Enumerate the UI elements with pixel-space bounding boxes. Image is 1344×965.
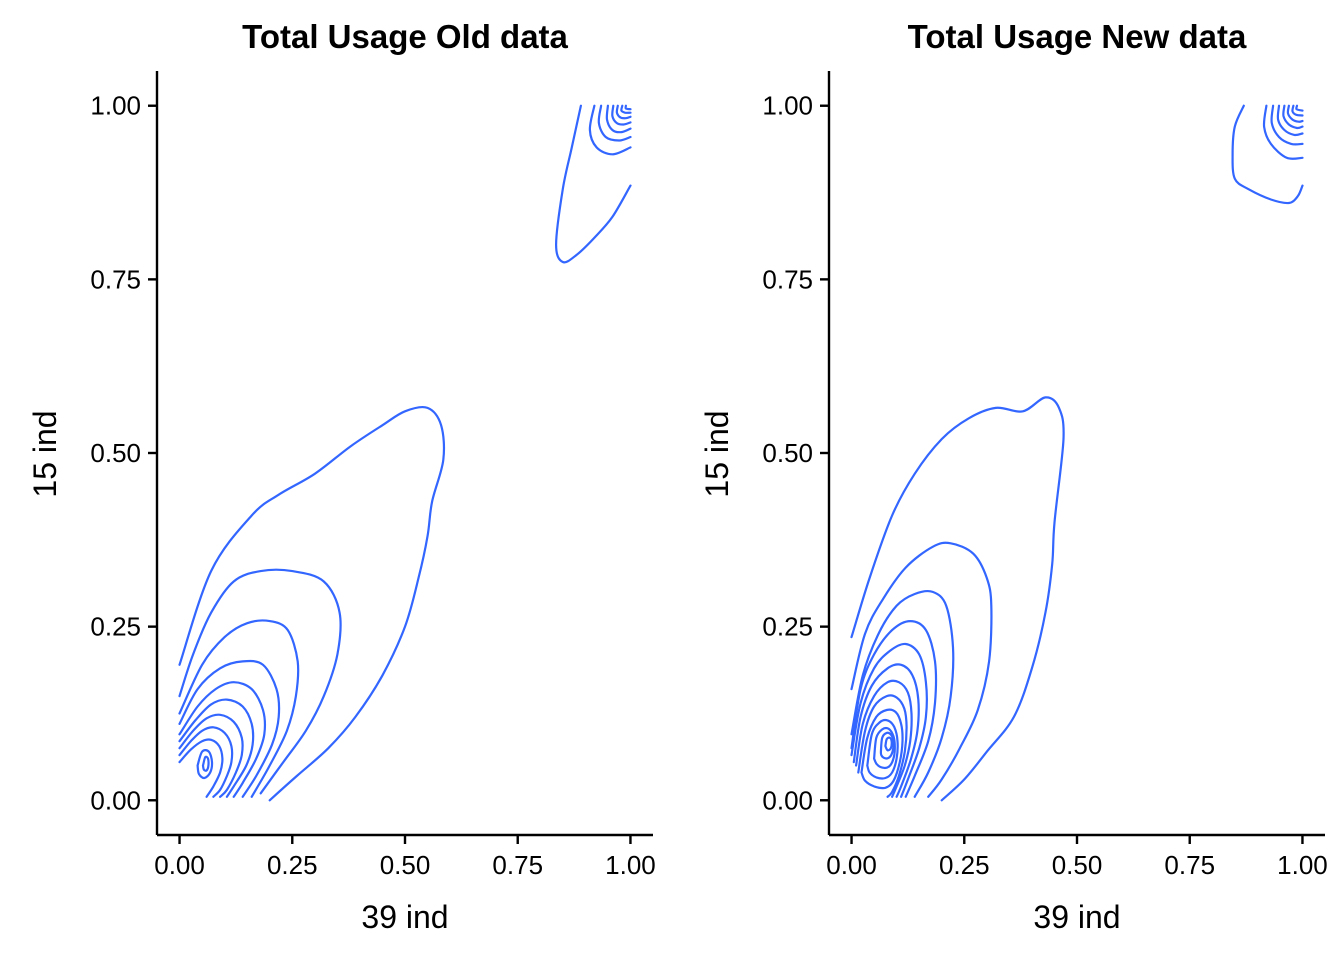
- y-tick-label: 0.00: [762, 785, 813, 815]
- contour-line: [178, 659, 281, 798]
- x-tick-label: 0.25: [939, 850, 990, 880]
- contour-line: [178, 681, 267, 798]
- contour-line: [1270, 104, 1304, 146]
- contour-line: [597, 104, 632, 142]
- y-tick-label: 0.75: [90, 264, 141, 294]
- contour-line: [850, 620, 938, 798]
- contour-line: [605, 104, 632, 134]
- contour-line: [178, 726, 234, 798]
- y-tick-label: 0.25: [90, 612, 141, 642]
- contour-line: [555, 104, 632, 264]
- x-axis-title: 39 ind: [1033, 899, 1120, 935]
- contour-line: [857, 694, 908, 798]
- chart-title: Total Usage New data: [908, 18, 1247, 55]
- axes: 0.00 0.25 0.50 0.75 1.00 0.00 0.25 0.50 0.75 1.00: [90, 71, 656, 880]
- contour-line: [178, 713, 244, 798]
- contour-line: [873, 726, 896, 770]
- panel-old-data: Total Usage Old data 39 ind 15 ind 0.00 0…: [27, 18, 656, 935]
- contour-line: [611, 104, 632, 126]
- contour-line: [178, 738, 224, 798]
- axes: 0.00 0.25 0.50 0.75 1.00 0.00 0.25 0.50 0.75 1.00: [762, 71, 1328, 880]
- x-tick-label: 0.00: [154, 850, 205, 880]
- contour-line: [615, 104, 632, 120]
- contour-line: [850, 541, 993, 798]
- y-axis-title: 15 ind: [699, 410, 735, 497]
- contour-line: [620, 104, 632, 114]
- contour-line: [850, 642, 928, 798]
- contour-line: [624, 104, 632, 111]
- contour-line: [1276, 104, 1304, 137]
- contour-lines: [178, 104, 632, 802]
- contour-line: [196, 749, 214, 780]
- y-tick-label: 0.75: [762, 264, 813, 294]
- y-tick-label: 0.00: [90, 785, 141, 815]
- contour-line: [850, 589, 955, 798]
- y-tick-label: 1.00: [762, 91, 813, 121]
- contour-line: [850, 396, 1065, 802]
- contour-line: [178, 619, 300, 798]
- contour-line: [855, 679, 913, 798]
- contour-line: [201, 755, 210, 772]
- contour-line: [866, 718, 899, 780]
- y-tick-label: 1.00: [90, 91, 141, 121]
- y-tick-label: 0.50: [762, 438, 813, 468]
- contour-line: [178, 405, 446, 802]
- contour-line: [879, 731, 895, 760]
- x-tick-label: 0.50: [1052, 850, 1103, 880]
- contour-line: [178, 698, 255, 798]
- contour-line: [1291, 104, 1304, 117]
- contour-line: [1262, 104, 1304, 160]
- contour-line: [1286, 104, 1304, 123]
- x-tick-label: 0.75: [492, 850, 543, 880]
- contour-line: [852, 663, 920, 798]
- contour-line: [178, 568, 342, 795]
- contour-line: [884, 736, 893, 752]
- x-tick-label: 0.50: [380, 850, 431, 880]
- x-tick-label: 0.00: [826, 850, 877, 880]
- x-tick-label: 1.00: [1277, 850, 1328, 880]
- x-tick-label: 0.25: [267, 850, 318, 880]
- x-axis-title: 39 ind: [361, 899, 448, 935]
- panel-new-data: Total Usage New data 39 ind 15 ind 0.00 0…: [699, 18, 1328, 935]
- contour-line: [860, 708, 904, 790]
- contour-line: [1282, 104, 1304, 130]
- x-tick-label: 1.00: [605, 850, 656, 880]
- chart-title: Total Usage Old data: [242, 18, 568, 55]
- y-tick-label: 0.25: [762, 612, 813, 642]
- contour-line: [588, 104, 632, 156]
- contour-line: [1295, 104, 1304, 112]
- y-tick-label: 0.50: [90, 438, 141, 468]
- contour-lines: [850, 104, 1304, 802]
- contour-line: [1231, 104, 1304, 205]
- x-tick-label: 0.75: [1164, 850, 1215, 880]
- y-axis-title: 15 ind: [27, 410, 63, 497]
